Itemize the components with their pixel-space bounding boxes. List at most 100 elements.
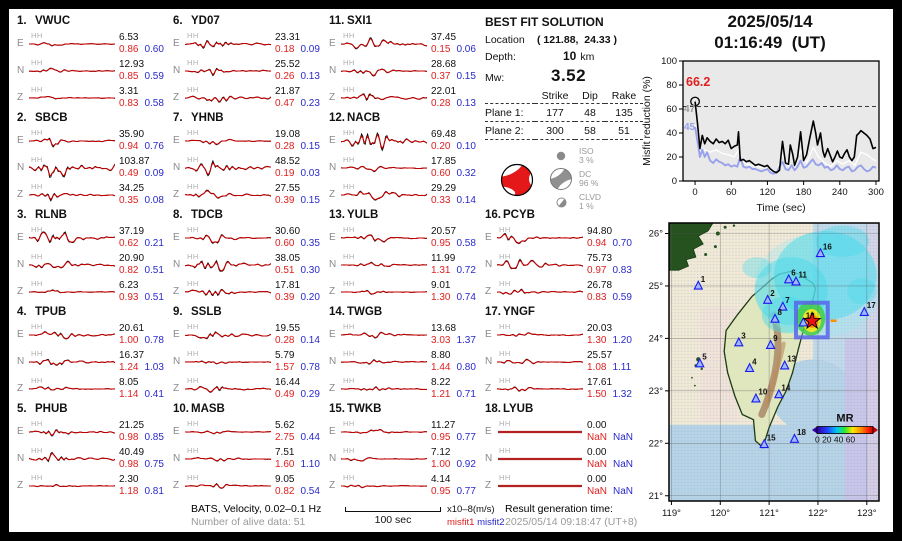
instrument-code: HH xyxy=(187,127,199,137)
station-block: 2. SBCB E HH 35.90 0.94 0.76 N HH 103.87 0.49 0.09 Z… xyxy=(17,112,169,209)
channel-label: E xyxy=(329,135,336,146)
synthetic-trace xyxy=(29,163,115,176)
trace-values: 25.57 1.08 1.11 xyxy=(587,350,635,374)
station-block: 12. NACB E HH 69.48 0.20 0.10 N HH 17.85 0.60 0.32 Z… xyxy=(329,112,481,209)
misfit-values: 2.75 0.44 xyxy=(275,432,323,444)
filter-line: BATS, Velocity, 0.02–0.1 Hz xyxy=(191,503,322,515)
synthetic-trace xyxy=(185,138,271,145)
waveform-trace xyxy=(29,163,115,178)
max-amplitude: 16.37 xyxy=(119,349,145,361)
station-name: PHUB xyxy=(35,403,68,415)
trace-values: 0.00 NaN NaN xyxy=(587,447,635,471)
station-name: MASB xyxy=(191,403,225,415)
instrument-code: HH xyxy=(187,30,199,40)
trace-values: 23.31 0.18 0.09 xyxy=(275,32,323,56)
waveform-trace xyxy=(185,159,271,176)
waveform-cell: HH xyxy=(185,419,271,445)
trace-values: 11.99 1.31 0.72 xyxy=(431,253,479,277)
channel-label: E xyxy=(329,38,336,49)
location-value: ( 121.88, 24.33 ) xyxy=(537,34,617,46)
station-number: 13. xyxy=(329,209,345,221)
map-station-marker: 11 xyxy=(791,271,808,286)
misfit-values: 1.00 0.92 xyxy=(431,459,479,471)
waveform-trace xyxy=(497,331,583,337)
misfit2-value: 0.06 xyxy=(456,43,476,55)
misfit2-value: 0.85 xyxy=(144,431,164,443)
waveform-cell: HH xyxy=(341,58,427,84)
station-number: 5. xyxy=(17,403,27,415)
station-number: 9. xyxy=(173,306,183,318)
station-number: 16. xyxy=(485,209,501,221)
synthetic-trace xyxy=(185,234,271,243)
misfit-values: 0.20 0.10 xyxy=(431,141,479,153)
station-number: 4. xyxy=(17,306,27,318)
synthetic-trace xyxy=(341,386,427,391)
channel-label: N xyxy=(329,162,337,173)
station-block: 5. PHUB E HH 21.25 0.98 0.85 N HH 40.49 0.98 0.75 Z H… xyxy=(17,403,169,500)
max-amplitude: 25.57 xyxy=(587,349,613,361)
station-triangle-icon xyxy=(798,316,809,327)
misfit2-value: 0.83 xyxy=(612,264,632,276)
report-canvas: 1. VWUC E HH 6.53 0.86 0.60 N HH 12.93 0.85 0.59 Z HH… xyxy=(9,9,893,532)
map-lat-label: 24° xyxy=(649,333,664,344)
waveform-cell: HH xyxy=(185,252,271,278)
instrument-code: HH xyxy=(343,418,355,428)
station-header: 4. TPUB xyxy=(17,306,169,321)
map-station-marker: 8 xyxy=(770,308,783,323)
channel-row: E HH 37.19 0.62 0.21 xyxy=(17,224,169,251)
misfit2-value: 0.13 xyxy=(300,70,320,82)
max-amplitude: 5.79 xyxy=(275,349,295,361)
instrument-code: HH xyxy=(31,181,43,191)
channel-label: E xyxy=(17,426,24,437)
channel-row: N HH 12.93 0.85 0.59 xyxy=(17,57,169,84)
synthetic-trace xyxy=(29,192,115,200)
station-block: 4. TPUB E HH 20.61 1.00 0.78 N HH 16.37 1.24 1.03 Z H… xyxy=(17,306,169,403)
waveform-trace xyxy=(185,456,271,462)
synthetic-trace xyxy=(29,95,115,99)
channel-label: N xyxy=(485,356,493,367)
waveform-trace xyxy=(497,386,583,392)
misfit-values: NaN NaN xyxy=(587,459,635,471)
map-lat-label: 26° xyxy=(649,228,664,239)
misfit2-value: 1.32 xyxy=(612,388,632,400)
colorbar-left-arrow xyxy=(811,426,817,434)
blue-start-label: 45 xyxy=(684,122,696,133)
max-amplitude: 3.31 xyxy=(119,85,139,97)
waveform-trace xyxy=(185,360,271,364)
trace-values: 4.14 0.95 0.77 xyxy=(431,474,479,498)
waveform-cell: HH xyxy=(341,376,427,402)
waveform-column-2: 6. YD07 E HH 23.31 0.18 0.09 N HH 25.52 0.26 0.13 Z H… xyxy=(173,15,325,500)
observed-trace xyxy=(341,190,427,201)
max-amplitude: 103.87 xyxy=(119,155,150,167)
scale-bar-line xyxy=(345,507,441,512)
channel-row: Z HH 22.01 0.28 0.13 xyxy=(329,84,481,111)
misfit2-value: 0.10 xyxy=(456,140,476,152)
channel-row: Z HH 3.31 0.83 0.58 xyxy=(17,84,169,111)
trace-values: 40.49 0.98 0.75 xyxy=(119,447,167,471)
misfit-values: 0.93 0.51 xyxy=(119,292,167,304)
channel-row: Z HH 4.14 0.95 0.77 xyxy=(329,472,481,499)
misfit-values: 0.86 0.60 xyxy=(119,44,167,56)
channel-row: N HH 103.87 0.49 0.09 xyxy=(17,154,169,181)
station-block: 9. SSLB E HH 19.55 0.28 0.14 N HH 5.79 1.57 0.78 Z HH… xyxy=(173,306,325,403)
mr-overlay xyxy=(815,225,870,258)
misfit1-value: 0.82 xyxy=(275,485,295,497)
station-header: 16. PCYB xyxy=(485,209,637,224)
channel-row: Z HH 29.29 0.33 0.14 xyxy=(329,181,481,208)
misfit1-value: 0.82 xyxy=(119,264,139,276)
waveform-trace xyxy=(185,429,271,434)
station-triangle-icon xyxy=(777,301,788,311)
max-amplitude: 9.01 xyxy=(431,279,451,291)
misfit-values: 0.94 0.70 xyxy=(587,238,635,250)
misfit2-value: 0.59 xyxy=(144,70,164,82)
map-lon-label: 121° xyxy=(759,508,779,519)
channel-row: Z HH 26.78 0.83 0.59 xyxy=(485,278,637,305)
waveform-trace xyxy=(185,189,271,199)
waveform-cell: HH xyxy=(185,473,271,499)
instrument-code: HH xyxy=(343,84,355,94)
synthetic-trace xyxy=(185,40,271,48)
waveform-cell: HH xyxy=(341,322,427,348)
instrument-code: HH xyxy=(343,251,355,261)
instrument-code: HH xyxy=(499,251,511,261)
channel-row: N HH 5.79 1.57 0.78 xyxy=(173,348,325,375)
